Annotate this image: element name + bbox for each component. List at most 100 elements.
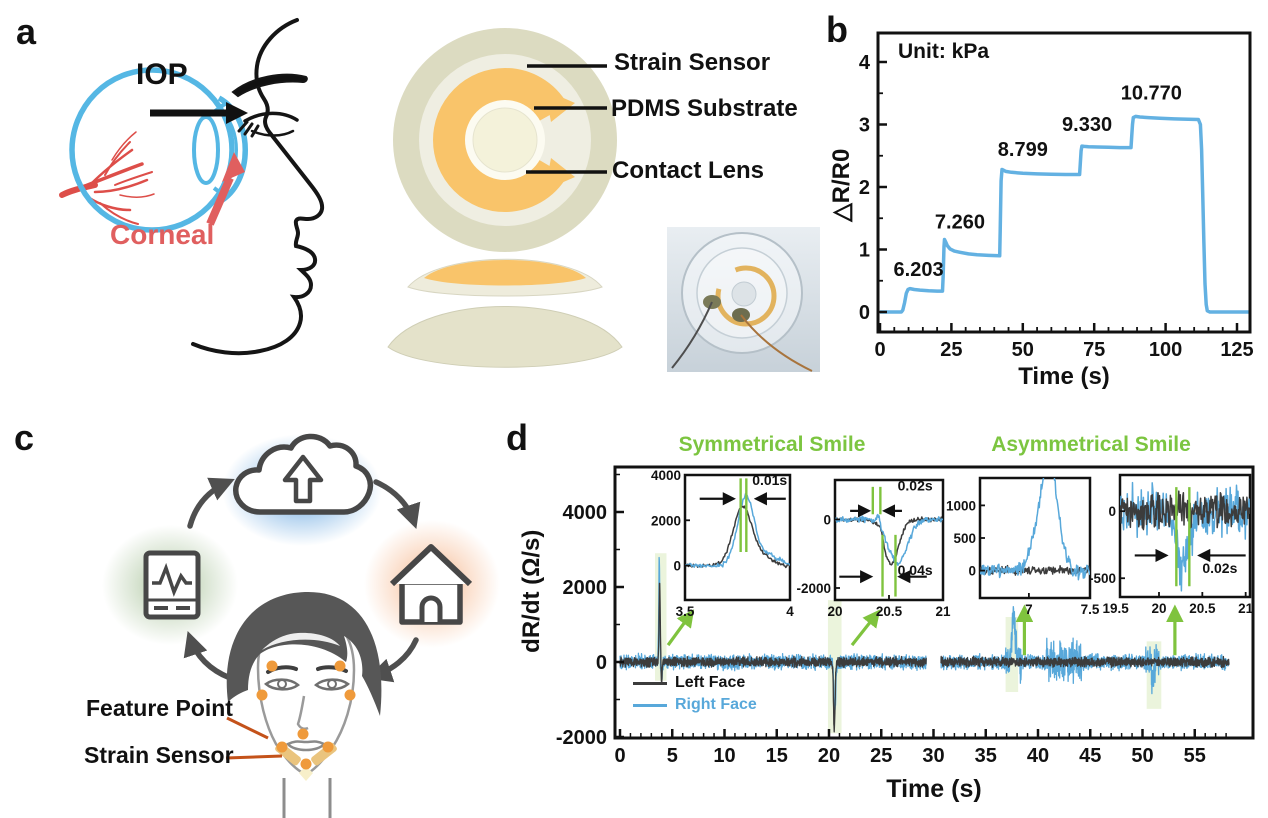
svg-text:25: 25 <box>940 339 962 361</box>
svg-text:45: 45 <box>1079 745 1101 767</box>
d-title-asymmetrical: Asymmetrical Smile <box>991 433 1191 456</box>
iop-arrow <box>150 102 248 124</box>
svg-text:21: 21 <box>1238 601 1254 616</box>
sensor-end-tab <box>545 90 575 122</box>
svg-text:3.5: 3.5 <box>676 604 695 619</box>
svg-text:50: 50 <box>1131 745 1153 767</box>
svg-text:5: 5 <box>667 745 678 767</box>
legend-left-label: Left Face <box>675 674 746 692</box>
feature-point-label: Feature Point <box>86 695 233 721</box>
svg-text:25: 25 <box>870 745 892 767</box>
svg-text:20: 20 <box>1151 601 1166 616</box>
svg-text:20.5: 20.5 <box>876 604 903 619</box>
corneal-label: Corneal <box>110 219 215 250</box>
panel-letter-b: b <box>826 9 848 50</box>
legend-right-label: Right Face <box>675 696 757 714</box>
svg-text:9.330: 9.330 <box>1062 114 1112 136</box>
svg-text:0: 0 <box>596 652 607 674</box>
device-photo <box>667 227 820 372</box>
svg-text:30: 30 <box>922 745 944 767</box>
legend-left-swatch <box>633 681 667 685</box>
legend-right-face: Right Face <box>633 694 757 716</box>
svg-text:0.02s: 0.02s <box>898 477 933 493</box>
contact-lens-annotation: Contact Lens <box>612 157 765 184</box>
svg-text:-500: -500 <box>1089 571 1116 586</box>
svg-text:0: 0 <box>968 564 976 579</box>
svg-text:19.5: 19.5 <box>1103 601 1130 616</box>
d-title-symmetrical: Symmetrical Smile <box>678 433 866 456</box>
svg-text:1: 1 <box>859 240 870 262</box>
svg-text:0: 0 <box>614 745 625 767</box>
panel-letter-c: c <box>14 417 35 458</box>
contact-lens-diagram <box>393 28 617 252</box>
legend-right-swatch <box>633 703 667 707</box>
d-legend: Left Face Right Face <box>633 672 757 716</box>
svg-text:500: 500 <box>953 531 976 546</box>
face-profile-art <box>191 18 325 356</box>
svg-text:15: 15 <box>766 745 788 767</box>
legend-left-face: Left Face <box>633 672 757 694</box>
svg-text:2000: 2000 <box>651 513 681 528</box>
svg-text:125: 125 <box>1220 339 1253 361</box>
svg-text:21: 21 <box>935 604 951 619</box>
svg-text:0.04s: 0.04s <box>898 562 933 578</box>
strain-sensor-annotation: Strain Sensor <box>614 49 771 76</box>
pdms-substrate-annotation: PDMS Substrate <box>611 95 798 122</box>
sensor-end-tab <box>545 158 575 190</box>
feature-point-dots <box>256 660 356 770</box>
svg-text:50: 50 <box>1012 339 1034 361</box>
health-monitor-icon <box>143 550 201 620</box>
svg-text:0: 0 <box>1108 504 1116 519</box>
svg-text:7.5: 7.5 <box>1081 602 1100 617</box>
svg-text:-2000: -2000 <box>796 581 831 596</box>
svg-text:20: 20 <box>827 604 842 619</box>
feature-point-leader <box>226 716 269 740</box>
svg-text:6.203: 6.203 <box>894 259 944 281</box>
chart-b: 0 25 50 75 100 125 0 1 2 3 4 6.203 7.260 8.799 9.330 10… <box>820 10 1268 400</box>
svg-text:8.799: 8.799 <box>998 139 1048 161</box>
svg-text:-2000: -2000 <box>556 727 607 749</box>
face-front-art <box>226 591 382 818</box>
svg-text:0: 0 <box>673 559 681 574</box>
home-icon <box>389 544 473 625</box>
svg-text:7: 7 <box>1025 602 1033 617</box>
svg-text:7.260: 7.260 <box>935 211 985 233</box>
svg-text:55: 55 <box>1184 745 1206 767</box>
corneal-arrow <box>206 152 245 226</box>
svg-text:35: 35 <box>975 745 997 767</box>
b-unit-annotation: Unit: kPa <box>898 40 990 63</box>
chin-sensor-pad <box>299 766 313 781</box>
svg-text:3: 3 <box>859 115 870 137</box>
d-ylabel: dR/dt (Ω/s) <box>517 529 545 653</box>
svg-text:4000: 4000 <box>563 502 608 524</box>
strain-sensor-leader <box>225 754 283 760</box>
svg-text:0: 0 <box>859 302 870 324</box>
svg-text:10: 10 <box>713 745 735 767</box>
strain-sensor-label: Strain Sensor <box>84 742 234 768</box>
svg-text:2: 2 <box>859 177 870 199</box>
panel-letter-a: a <box>16 11 37 52</box>
svg-text:0: 0 <box>874 339 885 361</box>
d-xlabel: Time (s) <box>886 775 982 803</box>
svg-text:20.5: 20.5 <box>1189 601 1216 616</box>
svg-text:75: 75 <box>1083 339 1105 361</box>
svg-text:0.02s: 0.02s <box>1202 560 1237 576</box>
panel-c-art <box>102 433 500 818</box>
svg-text:0.01s: 0.01s <box>752 472 787 488</box>
b-xlabel: Time (s) <box>1018 363 1110 390</box>
svg-text:1000: 1000 <box>946 498 976 513</box>
panel-letter-d: d <box>506 417 528 458</box>
svg-text:4: 4 <box>786 604 794 619</box>
svg-text:2000: 2000 <box>563 577 608 599</box>
cloud-upload-icon <box>233 433 374 515</box>
chart-d: 0 5 10 15 20 25 30 35 40 45 50 55 -2000 0 2000 4000 3.5 4… <box>500 420 1268 818</box>
panel-a-art <box>59 18 820 372</box>
svg-text:0: 0 <box>823 512 831 527</box>
svg-text:4: 4 <box>859 52 871 74</box>
b-ylabel: △R/R0 <box>827 148 855 222</box>
svg-text:40: 40 <box>1027 745 1049 767</box>
svg-text:4000: 4000 <box>651 468 681 483</box>
svg-text:20: 20 <box>818 745 840 767</box>
svg-text:10.770: 10.770 <box>1121 83 1182 105</box>
